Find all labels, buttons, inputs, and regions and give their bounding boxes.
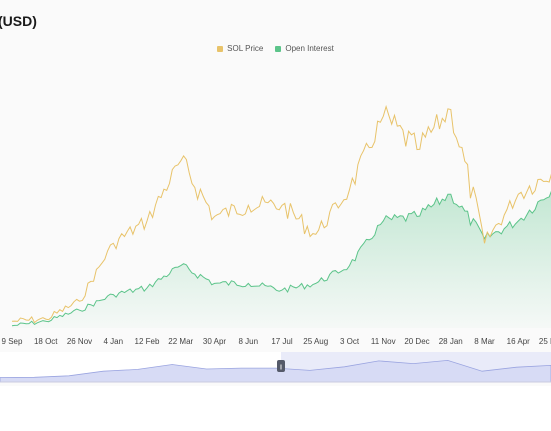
legend-item-open-interest[interactable]: Open Interest <box>275 44 334 53</box>
x-tick-label: 8 Mar <box>474 337 495 346</box>
navigator-handle[interactable] <box>277 360 285 372</box>
x-tick-label: 12 Feb <box>135 337 160 346</box>
x-tick-label: 4 Jan <box>103 337 123 346</box>
sol-price-line <box>11 104 551 324</box>
x-tick-label: 25 Aug <box>303 337 328 346</box>
x-tick-label: 25 May <box>539 337 551 346</box>
x-tick-label: 9 Sep <box>2 337 23 346</box>
legend-label-open-interest: Open Interest <box>285 44 334 53</box>
x-tick-label: 22 Mar <box>168 337 193 346</box>
legend-label-sol-price: SOL Price <box>227 44 264 53</box>
x-tick-label: 3 Oct <box>340 337 360 346</box>
x-tick-label: 11 Nov <box>371 337 396 346</box>
navigator-handle-label: || <box>280 365 283 371</box>
legend-swatch-open-interest <box>275 45 282 52</box>
x-tick-label: 20 Dec <box>404 337 429 346</box>
legend-swatch-sol-price <box>217 45 224 52</box>
x-tick-label: 8 Jun <box>238 337 258 346</box>
x-tick-label: 28 Jan <box>439 337 463 346</box>
legend-item-sol-price[interactable]: SOL Price <box>217 44 263 53</box>
open-interest-area <box>12 192 551 328</box>
chart-title: (USD) <box>0 13 37 29</box>
open-interest-line <box>11 190 551 327</box>
x-tick-label: 30 Apr <box>203 337 226 346</box>
x-axis: 9 Sep 18 Oct 26 Nov 4 Jan 12 Feb 22 Mar 30 Apr… <box>2 337 551 346</box>
plot-area <box>11 104 551 328</box>
navigator-series-area <box>0 359 551 383</box>
footer-area <box>0 386 551 431</box>
navigator[interactable]: || <box>0 352 551 383</box>
x-tick-label: 26 Nov <box>67 337 92 346</box>
x-tick-label: 16 Apr <box>507 337 530 346</box>
chart-legend: SOL Price Open Interest <box>0 44 551 53</box>
x-tick-label: 17 Jul <box>271 337 293 346</box>
x-tick-label: 18 Oct <box>34 337 58 346</box>
